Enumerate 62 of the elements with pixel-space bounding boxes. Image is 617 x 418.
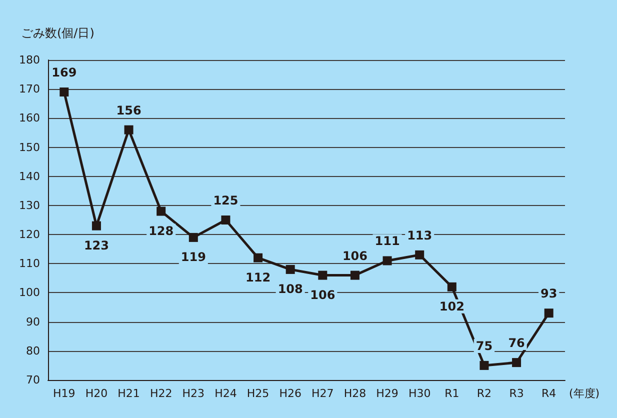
x-tick-label: H27 (312, 387, 334, 400)
point (156, 206, 166, 216)
data-label: 128 (148, 224, 174, 238)
x-tick-label: H21 (118, 387, 140, 400)
y-tick-label: 160 (19, 112, 40, 125)
point (415, 250, 424, 260)
point (254, 253, 263, 262)
data-label: 125 (213, 194, 238, 208)
x-tick-label: H25 (246, 387, 270, 400)
y-tick-label: 100 (19, 286, 40, 300)
y-tick-label: 110 (19, 257, 40, 270)
y-axis-title: ごみ数(個/日) (21, 26, 94, 40)
data-label: 112 (246, 270, 271, 284)
x-tick-label: R4 (542, 387, 556, 400)
point (447, 282, 456, 292)
y-tick-label: 150 (19, 140, 40, 154)
x-tick-label: R1 (444, 387, 460, 400)
data-label: 76 (508, 336, 525, 350)
y-tick-label: 130 (19, 198, 40, 212)
point (60, 88, 69, 96)
data-label: 119 (180, 250, 206, 264)
x-tick-label: H28 (344, 387, 366, 400)
x-tick-label: H19 (53, 387, 76, 400)
x-tick-label: H26 (279, 387, 302, 400)
point (286, 264, 295, 274)
x-tick-label: R2 (476, 387, 492, 400)
data-label: 169 (52, 66, 77, 80)
x-tick-label: H22 (150, 387, 172, 400)
data-label: 106 (310, 288, 336, 302)
data-label: 93 (540, 286, 558, 301)
data-label: 113 (407, 228, 432, 242)
data-label: 102 (439, 299, 464, 314)
point (544, 308, 554, 318)
x-tick-label: H30 (408, 387, 431, 400)
data-label: 111 (374, 234, 400, 248)
data-label: 123 (84, 238, 109, 252)
x-tick-label: R3 (509, 387, 524, 400)
point (480, 360, 489, 370)
point (512, 358, 522, 368)
data-label: 108 (278, 282, 303, 296)
point (124, 125, 134, 134)
y-tick-label: 120 (19, 228, 40, 242)
x-tick-label: H20 (85, 387, 108, 400)
y-tick-label: 70 (26, 374, 40, 386)
point (221, 216, 230, 224)
y-tick-label: 180 (19, 54, 40, 66)
data-label: 156 (116, 103, 142, 118)
x-tick-label: H23 (182, 387, 205, 400)
point (350, 270, 360, 280)
point (92, 221, 101, 230)
y-tick-label: 90 (26, 315, 40, 328)
point (188, 232, 198, 242)
data-label: 75 (476, 338, 493, 353)
y-tick-label: 80 (26, 344, 40, 358)
point (382, 256, 392, 266)
point (318, 270, 328, 280)
y-tick-label: 170 (19, 82, 40, 96)
data-label: 106 (342, 248, 368, 263)
y-tick-label: 140 (19, 170, 40, 183)
x-axis-title: (年度) (569, 387, 600, 400)
x-tick-label: H24 (214, 387, 237, 400)
x-tick-label: H29 (376, 387, 398, 400)
